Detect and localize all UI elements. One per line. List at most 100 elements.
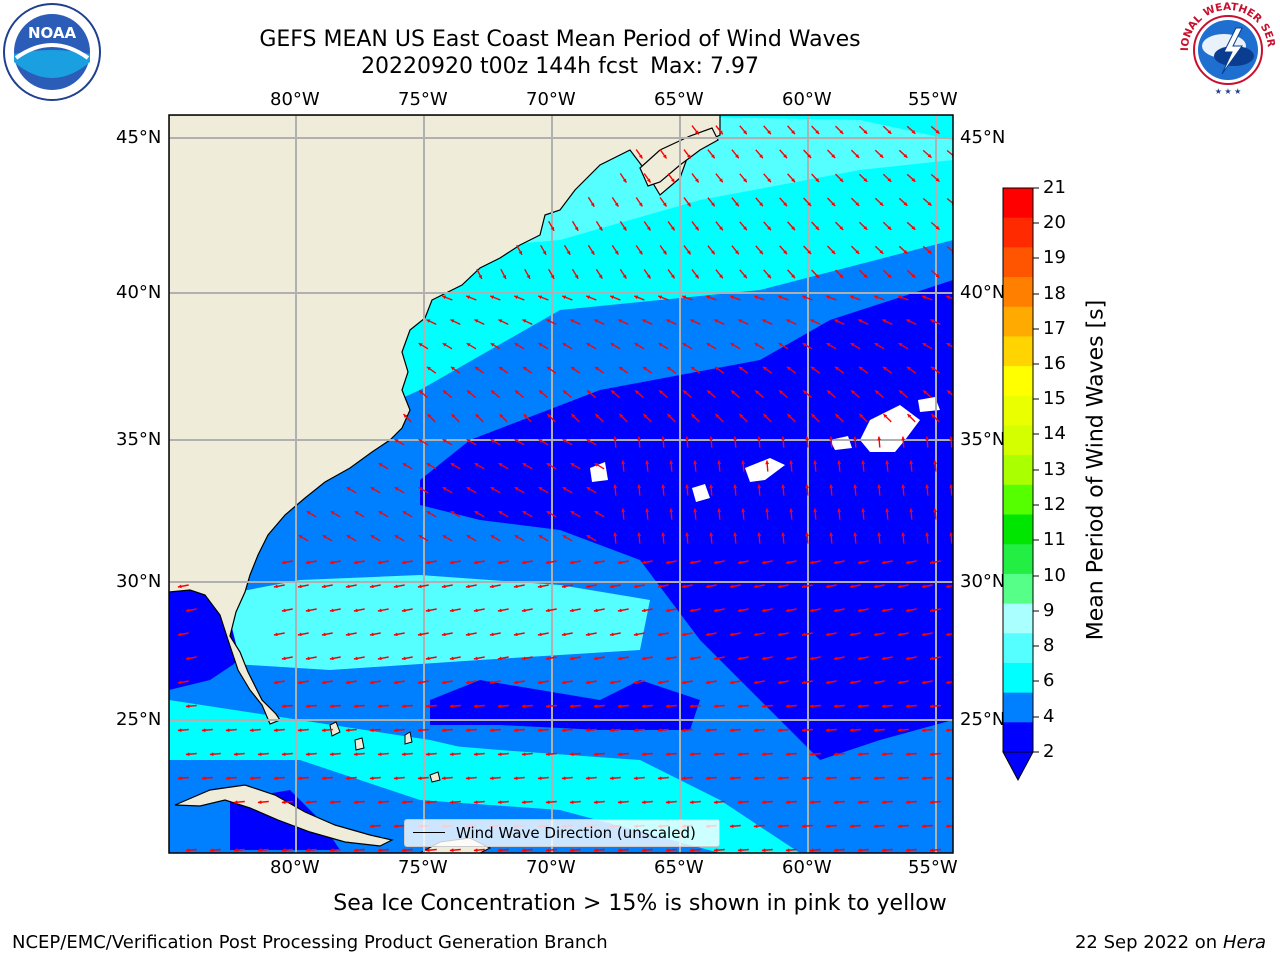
wind-wave-arrow-head [826, 343, 831, 347]
wind-wave-arrow-head [730, 343, 735, 347]
wind-wave-arrow-head [927, 201, 932, 206]
wind-wave-arrow-head [695, 274, 699, 279]
wind-wave-arrow-head [545, 704, 550, 709]
wind-wave-arrow-head [689, 560, 694, 565]
colorbar-tick-label: 14 [1043, 423, 1066, 444]
wind-wave-arrow-head [705, 728, 710, 733]
wind-wave-arrow-head [281, 752, 286, 757]
wind-wave-arrow-head [861, 460, 866, 465]
wind-wave-arrow-head [829, 532, 834, 537]
wind-wave-arrow-head [887, 274, 892, 278]
land-bahamas [429, 771, 441, 783]
host-name: Hera [1222, 932, 1266, 953]
wind-wave-arrow-head [613, 532, 618, 537]
wind-wave-arrow-head [719, 130, 723, 135]
wind-wave-arrow-head [849, 584, 854, 589]
wind-wave-arrow-head [831, 154, 836, 158]
wind-wave-arrow-head [719, 226, 723, 231]
wind-wave-arrow-head [401, 752, 406, 757]
wind-wave-arrow-head [522, 366, 527, 371]
wind-wave-arrow-head [637, 436, 642, 441]
wind-wave-arrow-head [353, 800, 358, 805]
wind-wave-arrow-head [521, 752, 526, 757]
wind-wave-arrow-head [442, 343, 447, 347]
wind-wave-arrow-head [393, 584, 398, 589]
wind-wave-arrow-head [441, 632, 446, 637]
wind-wave-arrow-head [570, 366, 575, 371]
missing-data-patch [745, 458, 785, 482]
wind-wave-arrow-head [418, 535, 423, 539]
wind-wave-arrow-head [249, 776, 254, 781]
wind-wave-arrow-head [521, 704, 526, 709]
wind-wave-arrow-head [393, 728, 398, 733]
wind-wave-arrow-head [353, 704, 358, 709]
wind-wave-arrow-head [617, 608, 622, 613]
wind-wave-arrow-head [905, 800, 910, 805]
wind-wave-arrow-head [909, 508, 914, 513]
wind-wave-arrow-head [853, 436, 858, 441]
wind-wave-arrow-head [518, 250, 522, 255]
wind-wave-arrow-head [297, 584, 302, 589]
wind-wave-arrow-head [783, 250, 787, 255]
wind-wave-arrow-head [763, 414, 768, 418]
wind-wave-arrow-head [497, 752, 502, 757]
wind-wave-arrow-head [743, 226, 747, 231]
wind-wave-arrow-head [490, 487, 495, 491]
wind-wave-arrow-head [449, 800, 454, 805]
wind-wave-arrow-head [754, 343, 759, 347]
wind-wave-arrow-head [690, 319, 695, 323]
wind-wave-arrow-head [705, 680, 710, 685]
wind-wave-arrow-head [689, 800, 694, 805]
wind-wave-arrow-head [777, 728, 782, 733]
wind-wave-arrow-head [882, 366, 887, 371]
wind-wave-arrow-head [569, 656, 574, 661]
wind-wave-arrow-head [273, 632, 278, 637]
lon-tick-bottom: 55°W [908, 857, 958, 878]
wind-wave-arrow-head [489, 632, 494, 637]
wind-wave-arrow-head [201, 728, 206, 733]
wind-wave-arrow-head [526, 274, 530, 279]
wind-wave-arrow-head [658, 343, 663, 347]
wind-wave-arrow-head [897, 728, 902, 733]
wind-wave-arrow-head [473, 848, 478, 853]
wind-wave-arrow-head [378, 511, 383, 515]
wind-wave-arrow-head [921, 728, 926, 733]
wind-wave-arrow-head [281, 560, 286, 565]
wind-wave-arrow-head [777, 680, 782, 685]
wind-wave-arrow-head [354, 511, 359, 515]
wind-wave-arrow-head [671, 178, 675, 183]
wind-wave-arrow-head [369, 776, 374, 781]
wind-wave-arrow-head [741, 460, 746, 465]
wind-wave-arrow-head [637, 484, 642, 489]
wind-wave-arrow-head [738, 319, 743, 323]
wind-wave-arrow-head [898, 343, 903, 347]
wind-wave-arrow-head [353, 560, 358, 565]
wind-wave-arrow-head [521, 800, 526, 805]
wind-wave-arrow-head [709, 484, 714, 489]
wind-wave-arrow-head [661, 532, 666, 537]
wind-wave-arrow-head [762, 366, 767, 371]
wind-wave-arrow-head [863, 130, 868, 134]
wind-wave-arrow-head [609, 584, 614, 589]
wind-wave-arrow-head [857, 704, 862, 709]
wind-wave-arrow-head [646, 226, 651, 231]
wind-wave-arrow-head [513, 776, 518, 781]
wind-wave-arrow-head [839, 178, 844, 182]
wind-wave-arrow-head [949, 532, 953, 537]
wind-wave-arrow-head [857, 560, 862, 565]
wind-wave-arrow-head [377, 704, 382, 709]
chart-subtitle: 20220920 t00z 144h fcst Max: 7.97 [160, 53, 960, 81]
wind-wave-arrow-head [305, 800, 310, 805]
wind-wave-arrow-head [569, 608, 574, 613]
wind-wave-arrow-head [393, 824, 398, 829]
wind-wave-arrow-head [641, 656, 646, 661]
wind-wave-arrow-head [609, 728, 614, 733]
lat-tick-right: 40°N [960, 282, 1006, 303]
wind-wave-arrow-head [753, 584, 758, 589]
wind-wave-arrow-head [665, 656, 670, 661]
wind-wave-arrow-head [930, 366, 935, 371]
wind-wave-arrow-head [954, 561, 958, 565]
wind-wave-arrow-head [585, 776, 590, 781]
wind-wave-arrow-head [657, 728, 662, 733]
wind-wave-arrow-head [514, 295, 519, 300]
